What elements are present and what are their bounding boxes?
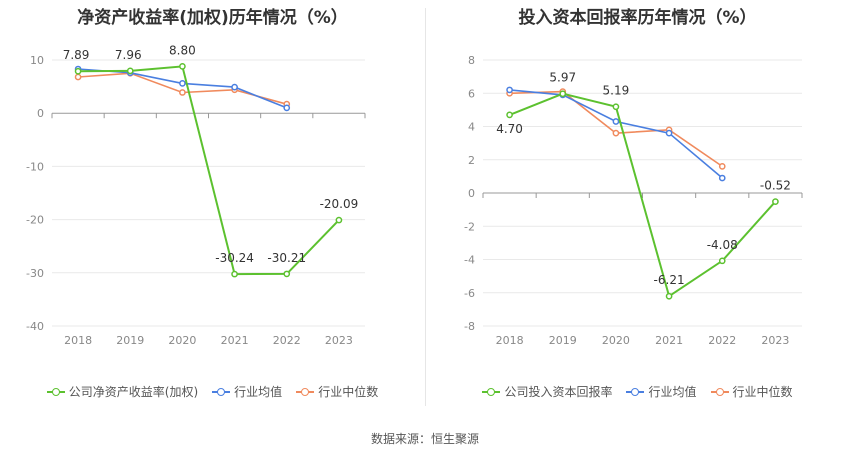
y-tick-label: -8 [464, 320, 475, 333]
series-line-company [509, 92, 777, 298]
data-point-avg [718, 174, 726, 182]
legend-avg-label: 行业均值 [234, 385, 283, 399]
legend-item-median[interactable]: 行业中位数 [710, 383, 793, 400]
data-label: -4.08 [707, 238, 738, 252]
data-point-avg [612, 118, 620, 125]
data-label: 5.97 [549, 71, 576, 85]
x-tick-label: 2019 [549, 334, 577, 347]
data-label: -30.21 [267, 251, 306, 265]
y-tick-label: 2 [468, 154, 475, 167]
data-label: 4.70 [496, 122, 523, 136]
y-tick-label: 0 [37, 107, 44, 120]
y-tick-label: -30 [26, 267, 44, 280]
y-tick-label: -2 [464, 220, 475, 233]
roe-legend: 公司净资产收益率(加权) 行业均值 行业中位数 [0, 383, 425, 400]
roic-legend: 公司投入资本回报率 行业均值 行业中位数 [425, 383, 850, 400]
y-tick-label: -10 [26, 160, 44, 173]
x-tick-label: 2020 [168, 334, 196, 347]
data-label: -0.52 [760, 179, 791, 193]
data-point-company [772, 198, 779, 205]
legend-avg-icon [626, 387, 645, 397]
roic-chart-title: 投入资本回报率历年情况（%） [518, 8, 757, 28]
data-point-company [231, 270, 238, 278]
x-tick-label: 2018 [496, 334, 524, 347]
x-tick-label: 2021 [221, 334, 249, 347]
data-point-avg [179, 80, 186, 87]
data-point-avg [506, 86, 513, 94]
series-line-company [78, 65, 340, 276]
x-tick-label: 2018 [64, 334, 92, 347]
legend-median-label: 行业中位数 [318, 385, 379, 399]
data-point-company [335, 216, 343, 224]
legend-median-label: 行业中位数 [732, 385, 793, 399]
roic-chart-panel: 投入资本回报率历年情况（%） 8 6 4 2 0 -2 -4 -6 -8 2018 2019 2020… [425, 0, 850, 410]
data-label: -20.09 [320, 197, 359, 211]
legend-item-avg[interactable]: 行业均值 [212, 383, 282, 400]
data-point-company [126, 67, 134, 75]
roe-chart-title: 净资产收益率(加权)历年情况（%） [77, 8, 348, 28]
data-point-avg [231, 83, 238, 91]
legend-company-icon [482, 387, 501, 397]
y-tick-label: 0 [468, 187, 475, 200]
data-point-median [179, 89, 186, 96]
y-tick-label: 10 [30, 54, 44, 67]
legend-company-label: 公司投入资本回报率 [504, 385, 613, 399]
y-tick-label: 8 [468, 54, 475, 67]
y-tick-label: 4 [468, 121, 475, 134]
legend-item-avg[interactable]: 行业均值 [626, 383, 697, 400]
legend-avg-icon [212, 387, 231, 397]
data-point-company [179, 63, 186, 70]
legend-company-label: 公司净资产收益率(加权) [68, 385, 199, 399]
data-point-median [612, 129, 620, 137]
x-tick-label: 2023 [761, 334, 789, 347]
data-point-median [74, 73, 82, 81]
y-tick-label: -6 [464, 287, 475, 300]
data-point-company [665, 292, 673, 300]
legend-company-icon [46, 387, 65, 397]
x-tick-label: 2022 [273, 334, 301, 347]
data-label: 8.80 [169, 43, 196, 57]
data-point-company [506, 111, 513, 119]
legend-avg-label: 行业均值 [648, 385, 697, 399]
data-point-avg [283, 104, 291, 112]
roic-chart: 8 6 4 2 0 -2 -4 -6 -8 2018 2019 2020 2021 2022 2023 4.7… [464, 54, 803, 347]
data-point-company [74, 67, 82, 75]
panel-divider [425, 8, 426, 406]
legend-item-company[interactable]: 公司投入资本回报率 [482, 383, 612, 400]
roe-chart-panel: 净资产收益率(加权)历年情况（%） 10 0 -10 -20 -30 -40 2018 201… [0, 0, 425, 410]
roe-chart: 10 0 -10 -20 -30 -40 2018 2019 2020 2021 2022 2023 7… [26, 43, 366, 347]
series-line-median [78, 72, 288, 105]
x-tick-label: 2020 [602, 334, 630, 347]
x-tick-label: 2023 [325, 334, 353, 347]
data-point-avg [665, 129, 673, 137]
data-label: 7.96 [115, 48, 142, 62]
x-tick-label: 2019 [116, 334, 144, 347]
x-tick-label: 2021 [655, 334, 683, 347]
data-source-note: 数据来源：恒生聚源 [370, 432, 479, 446]
data-point-company [559, 90, 567, 98]
x-tick-label: 2022 [708, 334, 736, 347]
legend-median-icon [710, 387, 729, 397]
data-point-company [283, 270, 291, 278]
legend-median-icon [296, 387, 315, 397]
data-label: 7.89 [63, 48, 90, 62]
y-tick-label: -4 [464, 254, 475, 267]
data-point-company [612, 103, 620, 111]
legend-item-median[interactable]: 行业中位数 [296, 383, 378, 400]
data-label: 5.19 [603, 84, 630, 98]
y-tick-label: 6 [468, 87, 475, 100]
legend-item-company[interactable]: 公司净资产收益率(加权) [46, 383, 199, 400]
y-tick-label: -20 [26, 214, 44, 227]
y-tick-label: -40 [26, 320, 44, 333]
data-point-company [718, 257, 726, 265]
data-label: -6.21 [654, 273, 685, 287]
data-label: -30.24 [215, 251, 254, 265]
data-point-median [718, 163, 726, 170]
